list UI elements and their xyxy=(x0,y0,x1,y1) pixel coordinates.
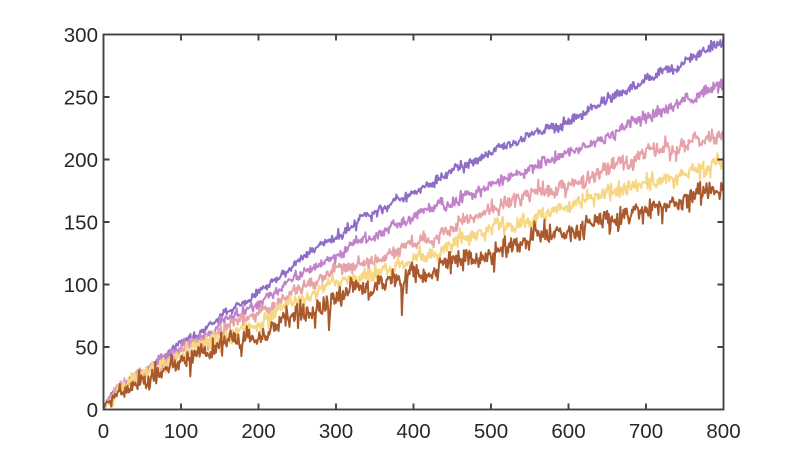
svg-text:400: 400 xyxy=(396,420,430,443)
svg-text:0: 0 xyxy=(98,420,109,443)
svg-text:200: 200 xyxy=(64,149,98,172)
svg-text:300: 300 xyxy=(64,24,98,47)
svg-text:150: 150 xyxy=(64,212,98,235)
svg-text:300: 300 xyxy=(319,420,353,443)
svg-text:500: 500 xyxy=(474,420,508,443)
svg-text:50: 50 xyxy=(75,337,98,360)
svg-text:800: 800 xyxy=(706,420,740,443)
svg-text:100: 100 xyxy=(64,274,98,297)
svg-text:700: 700 xyxy=(629,420,663,443)
svg-text:600: 600 xyxy=(551,420,585,443)
svg-text:200: 200 xyxy=(241,420,275,443)
svg-text:100: 100 xyxy=(164,420,198,443)
svg-text:0: 0 xyxy=(87,399,98,422)
svg-text:250: 250 xyxy=(64,87,98,110)
